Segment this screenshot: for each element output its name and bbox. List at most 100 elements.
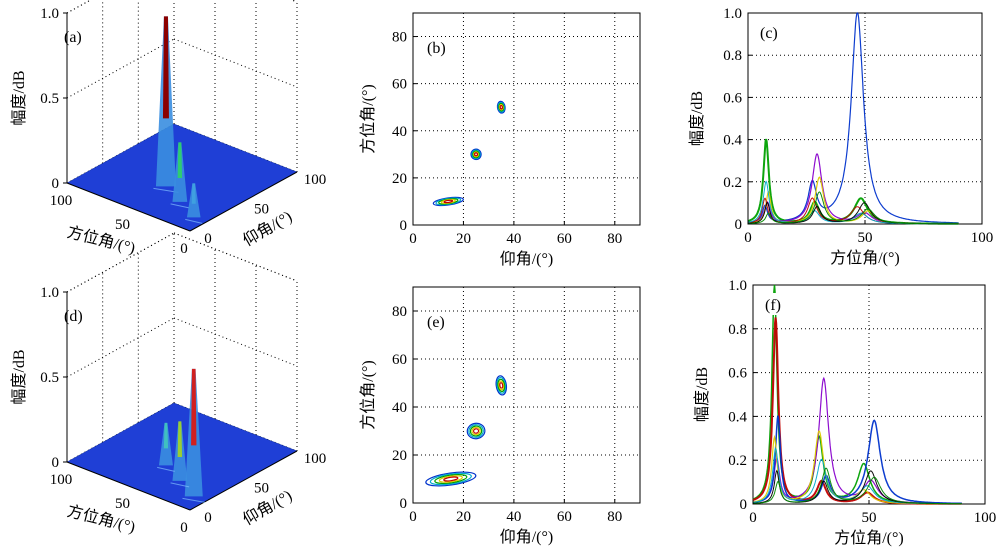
contour-ring — [438, 198, 459, 205]
x-tick-label: 0 — [409, 509, 417, 525]
x-axis-label: 仰角/(°) — [500, 250, 554, 268]
contour-ring — [498, 102, 505, 112]
y-tick-label: 0.4 — [723, 133, 742, 149]
z-tick-label: 0.5 — [40, 370, 59, 386]
x-tick-label: 0 — [180, 241, 188, 257]
y-tick-label: 40 — [392, 400, 407, 416]
contour-ring — [474, 152, 479, 157]
plot-area — [412, 286, 641, 504]
y-axis-line — [189, 171, 298, 232]
surface-ridge — [185, 218, 203, 224]
contour-ring — [473, 151, 479, 158]
panel-f-line: 0 50 100 0 0.2 0.4 0.6 0.8 1.0 方位角/(°) 幅度/dB (f) — [693, 278, 996, 547]
x-axis-label: 方位角/(°) — [830, 249, 900, 267]
surface-ridge — [182, 497, 206, 503]
surface-peak-top — [191, 368, 197, 446]
surface-peak-top — [177, 421, 183, 458]
contour-ring — [470, 148, 482, 161]
contour-ring — [498, 380, 505, 391]
y-tick-label: 40 — [392, 124, 407, 140]
contour-ring — [468, 424, 484, 438]
contour-ring — [499, 104, 503, 110]
contour-ring — [497, 101, 506, 113]
contour-ring — [472, 150, 480, 159]
panel-label: (d) — [64, 308, 83, 325]
panel-label: (e) — [427, 314, 445, 331]
contour-ring — [472, 428, 480, 434]
surface-ridge — [170, 203, 190, 209]
y-tick-label: 100 — [304, 451, 327, 467]
x-tick-label: 60 — [557, 509, 572, 525]
y-tick-label: 0 — [735, 217, 743, 233]
z-tick-label: 1.0 — [40, 6, 59, 22]
y-tick-label: 1.0 — [723, 6, 742, 22]
x-tick-label: 20 — [456, 231, 471, 247]
x-tick-label: 50 — [115, 496, 130, 512]
x-tick-label: 100 — [50, 472, 73, 488]
surface-peak-top — [191, 183, 196, 204]
panel-e-contour: 0 20 40 60 80 0 20 40 60 80 仰角/(°) 方位角/(°) (e) — [359, 286, 641, 546]
wall-grid — [173, 38, 298, 88]
x-tick-label: 100 — [971, 230, 994, 246]
y-tick-label: 0.8 — [728, 322, 747, 338]
contour-ring — [498, 103, 504, 111]
x-tick-label: 80 — [607, 509, 622, 525]
contour-ring — [495, 375, 508, 396]
surface-peak-top — [162, 16, 169, 119]
surface-ridge — [170, 482, 190, 488]
y-axis-label: 幅度/dB — [688, 91, 706, 146]
x-tick-label: 0 — [749, 510, 757, 526]
back-wall-edge — [290, 0, 298, 3]
contour-ring — [443, 199, 454, 204]
back-wall-edge — [66, 0, 92, 14]
wall-grid — [66, 317, 175, 378]
y-tick-label: 60 — [392, 352, 407, 368]
y-tick-label: 0.2 — [728, 453, 747, 469]
y-tick-label: 0 — [400, 218, 408, 234]
contour-ring — [499, 382, 504, 389]
x-tick-label: 50 — [858, 230, 873, 246]
wall-grid — [66, 0, 92, 14]
x-axis-label: 方位角/(°) — [834, 529, 904, 547]
y-tick-label: 0.2 — [723, 175, 742, 191]
x-tick-label: 20 — [456, 509, 471, 525]
contour-ring — [443, 476, 459, 482]
panel-c-line: 0 50 100 0 0.2 0.4 0.6 0.8 1.0 方位角/(°) 幅度/dB (c) — [688, 6, 993, 267]
x-tick-label: 40 — [506, 509, 521, 525]
z-axis-label: 幅度/dB — [10, 349, 28, 404]
y-tick-label: 80 — [392, 304, 407, 320]
y-axis-line — [189, 450, 298, 511]
y-tick-label: 20 — [392, 171, 407, 187]
contour-ring — [425, 471, 477, 487]
surface-peak-top — [163, 422, 169, 449]
contour-ring — [469, 425, 483, 437]
surface-peak-top — [177, 142, 183, 179]
panel-label: (b) — [427, 40, 446, 57]
x-axis-label: 仰角/(°) — [500, 528, 554, 546]
panel-label-bg — [761, 293, 787, 315]
contour-ring — [496, 376, 507, 394]
y-tick-label: 20 — [392, 448, 407, 464]
y-axis-label: 幅度/dB — [693, 367, 711, 422]
series-line — [752, 415, 962, 505]
y-tick-label: 1.0 — [728, 278, 747, 294]
plot-area — [412, 12, 641, 226]
y-tick-label: 50 — [254, 202, 269, 218]
y-tick-label: 50 — [254, 481, 269, 497]
contour-ring — [497, 378, 506, 393]
series-line — [753, 467, 962, 505]
x-axis-line — [66, 461, 191, 511]
x-tick-label: 0 — [409, 231, 417, 247]
contour-ring — [435, 197, 462, 206]
wall-grid — [66, 232, 175, 293]
y-tick-label: 100 — [304, 172, 327, 188]
y-tick-label: 0 — [204, 510, 212, 526]
y-tick-label: 0 — [400, 496, 408, 512]
panel-b-contour: 0 20 40 60 80 0 20 40 60 80 仰角/(°) 方位角/(°) (b) — [359, 12, 641, 268]
x-tick-label: 50 — [862, 510, 877, 526]
y-tick-label: 0 — [740, 497, 748, 513]
contour-ring — [432, 196, 464, 207]
contour-ring — [496, 100, 506, 114]
